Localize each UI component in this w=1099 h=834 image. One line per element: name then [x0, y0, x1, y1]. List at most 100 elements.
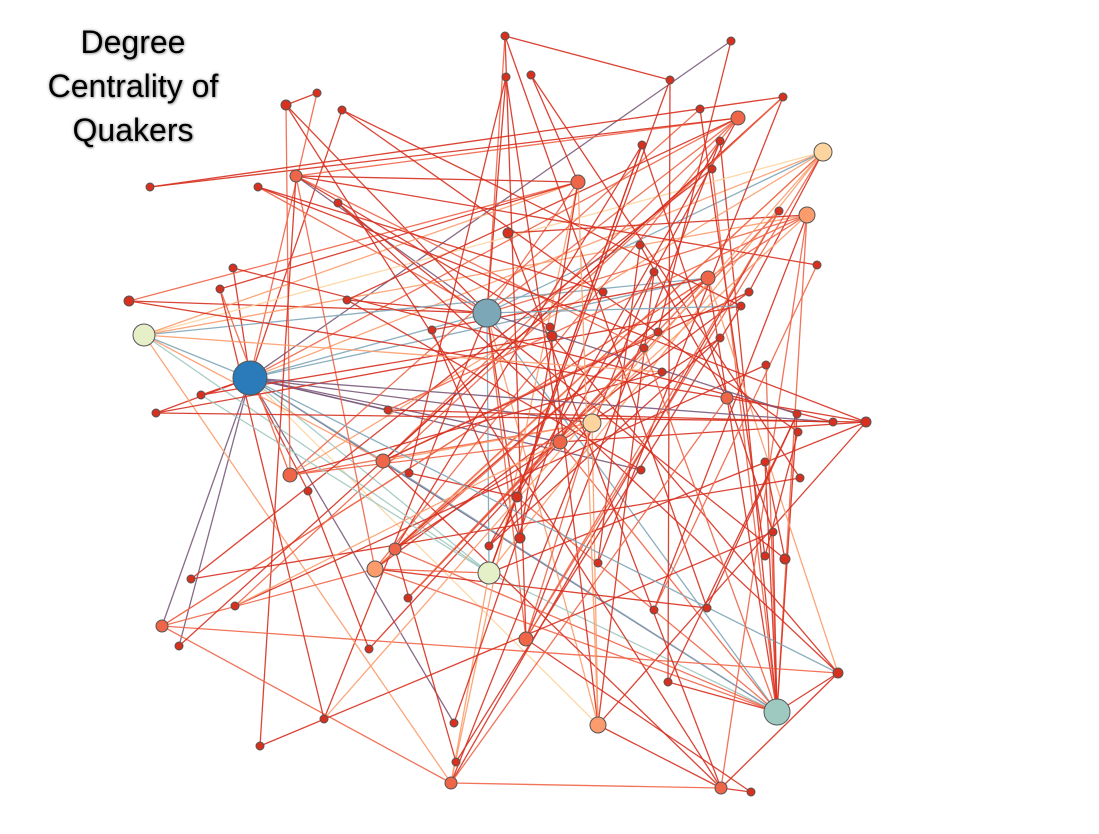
- graph-edge: [323, 151, 824, 720]
- graph-node: [151, 408, 161, 418]
- graph-edge: [143, 151, 824, 336]
- graph-node: [730, 110, 746, 126]
- graph-edge: [525, 140, 721, 640]
- graph-edge: [161, 625, 452, 784]
- graph-edge: [337, 202, 786, 560]
- graph-node: [186, 574, 196, 584]
- graph-edge: [507, 214, 808, 234]
- graph-node: [451, 757, 461, 767]
- graph-edge: [289, 371, 663, 476]
- graph-node: [665, 75, 675, 85]
- graph-edge: [249, 377, 384, 462]
- graph-edge: [431, 329, 521, 539]
- graph-edge: [249, 377, 834, 423]
- graph-node: [779, 553, 791, 565]
- graph-edge: [295, 175, 645, 349]
- graph-node: [342, 295, 352, 305]
- title-line-2: Centrality of: [47, 68, 219, 104]
- graph-node: [518, 631, 534, 647]
- graph-edge: [143, 214, 808, 336]
- graph-node: [715, 136, 725, 146]
- graph-edge: [394, 548, 457, 763]
- graph-node: [828, 417, 838, 427]
- graph-node: [312, 88, 322, 98]
- graph-edge: [382, 422, 593, 462]
- graph-node: [155, 619, 169, 633]
- graph-edge: [382, 291, 750, 462]
- graph-node: [526, 70, 536, 80]
- graph-node: [484, 541, 494, 551]
- graph-edge: [720, 672, 839, 789]
- graph-node: [196, 390, 206, 400]
- graph-edge: [249, 377, 642, 471]
- graph-node: [501, 72, 511, 82]
- graph-node: [700, 270, 716, 286]
- graph-node: [714, 781, 728, 795]
- graph-edge: [597, 724, 722, 789]
- graph-node: [232, 360, 268, 396]
- graph-node: [500, 31, 510, 41]
- graph-edge: [505, 76, 561, 443]
- graph-edge: [530, 74, 579, 183]
- graph-edge: [408, 76, 507, 474]
- graph-node: [255, 741, 265, 751]
- graph-node: [514, 532, 526, 544]
- graph-edge: [488, 421, 867, 574]
- graph-edge: [219, 181, 579, 290]
- graph-edge: [772, 531, 778, 713]
- graph-edge: [285, 104, 291, 476]
- graph-edge: [597, 96, 784, 564]
- graph-edge: [249, 377, 839, 674]
- graph-node: [763, 698, 791, 726]
- graph-node: [720, 391, 734, 405]
- graph-node: [511, 491, 523, 503]
- graph-node: [582, 413, 602, 433]
- graph-edge: [234, 441, 561, 607]
- graph-node: [333, 198, 343, 208]
- graph-edge: [346, 299, 488, 314]
- graph-node: [795, 473, 805, 483]
- graph-node: [289, 169, 303, 183]
- graph-node: [132, 323, 156, 347]
- graph-edge: [699, 108, 766, 557]
- graph-node: [477, 561, 501, 585]
- graph-edge: [249, 117, 739, 379]
- graph-edge: [149, 96, 784, 188]
- graph-edge: [488, 572, 778, 713]
- graph-node: [635, 240, 645, 250]
- graph-edge: [249, 109, 343, 379]
- graph-node: [760, 457, 770, 467]
- graph-edge: [519, 181, 579, 539]
- graph-node: [657, 367, 667, 377]
- graph-node: [636, 465, 646, 475]
- graph-edge: [249, 92, 318, 379]
- graph-node: [695, 104, 705, 114]
- graph-edge: [394, 277, 709, 550]
- graph-node: [303, 486, 313, 496]
- graph-edge: [190, 477, 801, 580]
- graph-node: [778, 92, 788, 102]
- graph-edge: [285, 92, 318, 106]
- graph-node: [768, 527, 778, 537]
- graph-node: [215, 284, 225, 294]
- chart-title: Degree Centrality of Quakers: [20, 20, 246, 152]
- graph-edge: [161, 625, 839, 674]
- graph-node: [282, 467, 298, 483]
- graph-edge: [143, 277, 709, 336]
- graph-edge: [764, 461, 778, 713]
- graph-node: [702, 603, 712, 613]
- graph-edge: [200, 394, 490, 574]
- graph-edge: [488, 337, 721, 547]
- graph-node: [832, 667, 844, 679]
- graph-edge: [667, 79, 671, 683]
- graph-edge: [525, 638, 752, 793]
- graph-node: [280, 99, 292, 111]
- graph-edge: [295, 175, 488, 314]
- graph-node: [860, 416, 872, 428]
- graph-edge: [341, 109, 742, 307]
- graph-edge: [667, 413, 798, 683]
- graph-edge: [143, 334, 663, 373]
- graph-node: [364, 644, 374, 654]
- graph-edge: [374, 568, 490, 574]
- graph-edge: [450, 397, 728, 784]
